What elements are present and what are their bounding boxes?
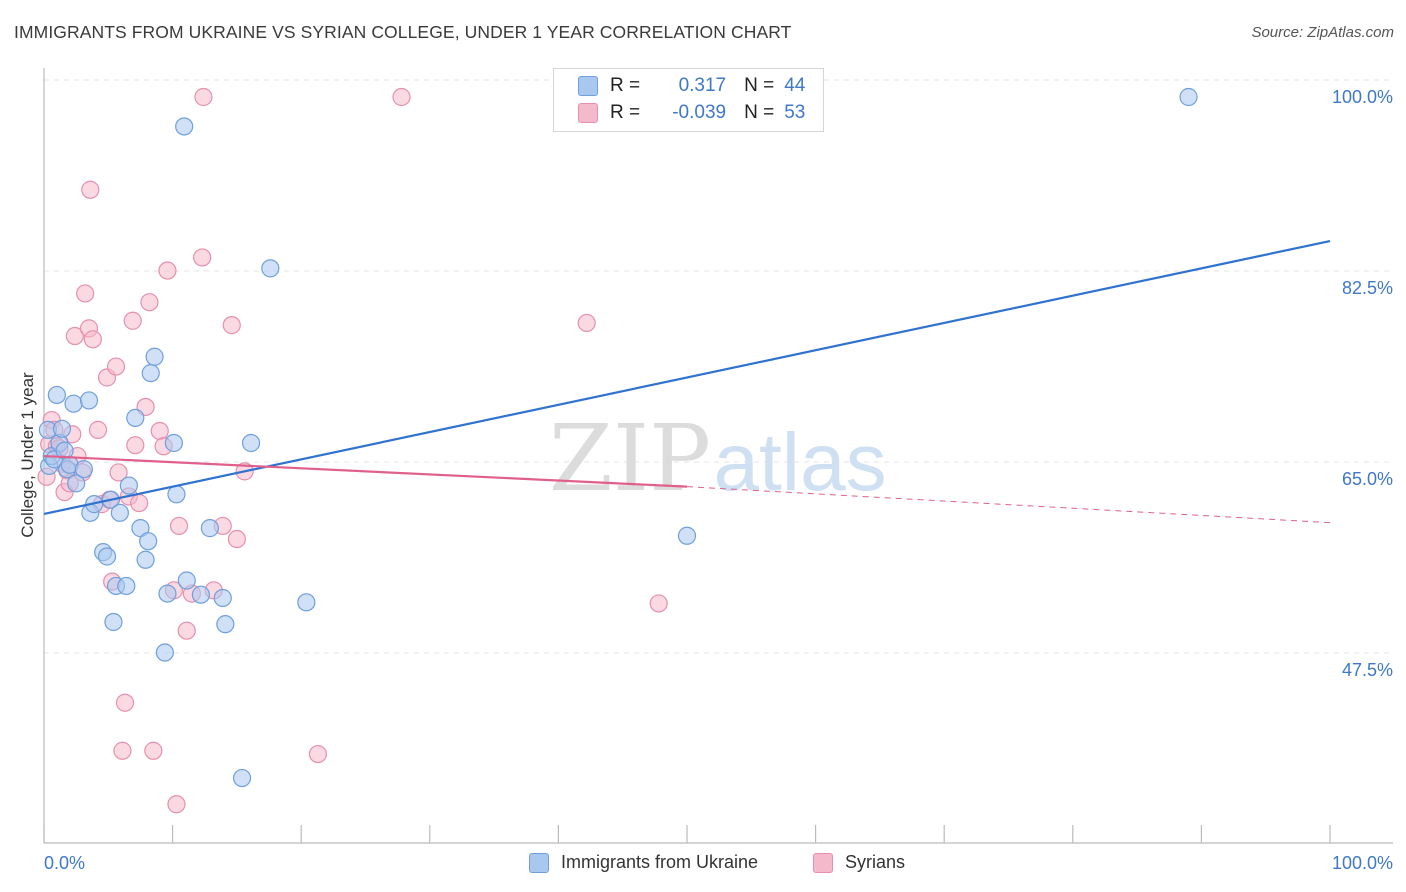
y-tick-label: 82.5% [1342,278,1393,298]
syrian-point [140,293,159,312]
ukraine-point [141,364,160,383]
syrian-point [227,529,246,549]
ukraine-point [104,612,123,632]
trend-lines [43,239,1331,524]
syrian-point [81,180,100,199]
x-tick-label: 0.0% [44,853,85,873]
syrian-point [392,87,411,107]
y-tick-label: 47.5% [1342,660,1393,680]
ukraine-point [1179,87,1198,107]
ukraine-point [97,547,117,566]
syrian-point [113,741,132,760]
syrian-point [109,463,128,482]
ukraine-point [191,585,210,604]
bottom-legend-label: Immigrants from Ukraine [561,852,759,872]
ukraine-point [139,532,158,551]
syrian-point [222,316,241,335]
syrian-point [130,493,149,513]
legend-r-value: 0.317 [678,75,727,96]
watermark-zip: ZIP [549,405,711,512]
ukraine-point [119,476,138,495]
syrian-point [115,693,135,712]
ukraine-point [74,460,93,479]
ukraine-point [177,571,196,590]
ukraine-point [175,117,194,136]
legend-r-label: R = [610,75,641,96]
legend-r-label: R = [610,102,641,123]
ukraine-point [67,474,86,493]
syrian-point [123,311,142,330]
syrian-point [193,248,212,267]
syrian-point [83,330,102,349]
source-label: Source: ZipAtlas.com [1251,24,1394,41]
ukraine-point [213,588,232,608]
syrian-point [194,87,213,107]
legend-n-label: N = [744,102,775,123]
ukraine-point [232,768,252,788]
ukraine-point [164,433,183,453]
watermark: ZIP atlas [549,405,887,512]
ukraine-point [52,419,72,438]
bottom-legend-swatch-pink [813,852,833,873]
legend-swatch-pink [578,103,598,123]
syrian-point [65,326,84,346]
watermark-atlas: atlas [713,417,886,508]
syrian-point [167,795,186,814]
syrian-point [76,284,95,303]
ukraine-point [241,433,261,453]
grid-lines [44,79,1393,654]
ukraine-trend-line [43,239,1331,516]
legend-row-syrians: R = -0.039 N = 53 [578,100,805,126]
syrian-point [150,421,169,441]
bottom-legend-swatch-blue [529,852,549,873]
ukraine-point [216,615,235,634]
syrian-point [106,357,126,376]
ukraine-point [167,485,186,504]
legend-n-value: 53 [784,102,806,123]
syrian-trend-line [43,454,688,488]
syrian-trend-extension [686,486,1331,524]
ukraine-point [297,593,316,612]
x-tick-label: 100.0% [1332,853,1393,873]
ukraine-point [110,503,129,522]
ukraine-point [677,526,697,545]
syrian-point [308,744,328,764]
ukraine-point [47,385,66,405]
syrian-point [577,313,596,333]
bottom-legend-ukraine: Immigrants from Ukraine [529,852,758,873]
syrian-point [177,621,196,640]
ukraine-point [200,519,219,538]
bottom-legend-label: Syrians [845,852,906,872]
syrian-point [158,261,177,280]
tick-labels: 47.5% 65.0% 82.5% 100.0% 0.0% 100.0% [44,87,1393,873]
syrian-point [169,516,189,536]
ukraine-point [126,408,145,427]
ukraine-point [158,584,177,603]
y-tick-label: 65.0% [1342,469,1393,489]
ukraine-point [145,347,164,366]
syrian-point [649,594,668,613]
ukraine-point [79,391,99,410]
legend-r-value: -0.039 [672,102,727,123]
ukraine-point [64,394,83,413]
ukraine-point [261,259,280,278]
legend-swatch-blue [578,76,598,96]
y-tick-label: 100.0% [1332,87,1393,107]
legend-row-ukraine: R = 0.317 N = 44 [578,73,805,99]
bottom-legend-syrians: Syrians [813,852,905,873]
syrian-point [144,741,163,760]
syrian-point [88,420,108,439]
legend-n-label: N = [744,75,775,96]
ukraine-point [136,550,155,569]
legend-n-value: 44 [784,75,806,96]
ukraine-point [117,576,136,596]
syrian-point [126,436,145,455]
ukraine-point [155,643,174,662]
chart-title: IMMIGRANTS FROM UKRAINE VS SYRIAN COLLEG… [14,22,792,42]
stats-legend: R = 0.317 N = 44 R = -0.039 N = 53 [553,68,824,132]
